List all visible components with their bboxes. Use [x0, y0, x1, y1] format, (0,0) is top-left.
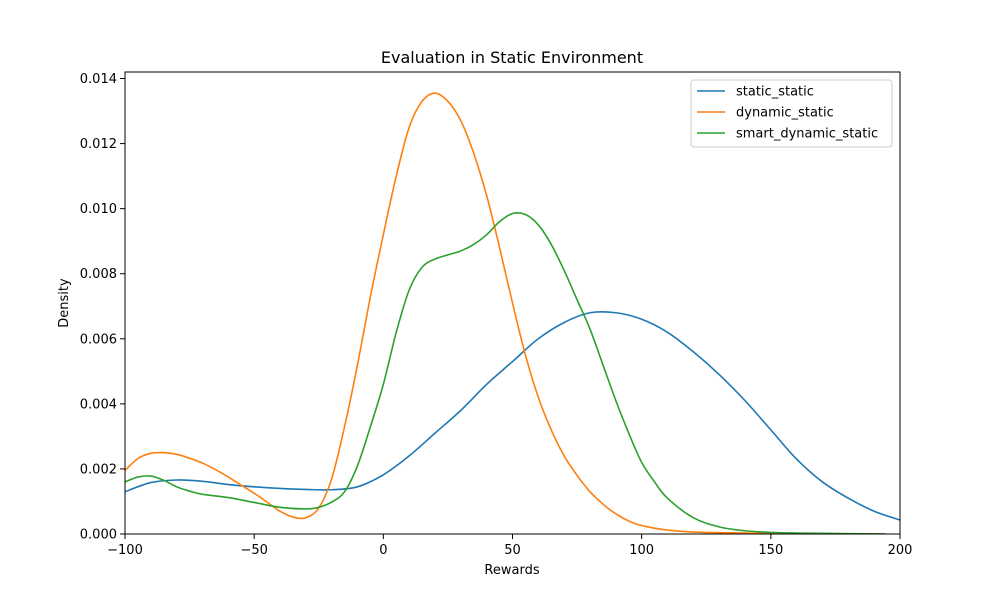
- x-tick-label: −50: [240, 543, 267, 558]
- x-tick-label: −100: [107, 543, 143, 558]
- y-tick-label: 0.012: [80, 137, 117, 152]
- chart-title: Evaluation in Static Environment: [381, 48, 643, 67]
- x-tick-label: 0: [379, 543, 387, 558]
- legend: static_static dynamic_static smart_dynamic…: [690, 79, 893, 148]
- x-axis-label: Rewards: [484, 563, 539, 578]
- legend-box: [690, 79, 893, 148]
- x-tick-label: 150: [758, 543, 783, 558]
- y-tick-label: 0.008: [80, 267, 117, 282]
- y-tick-label: 0.000: [80, 528, 117, 543]
- series-line-smart-dynamic-static: [125, 212, 886, 534]
- x-axis: −100 −50 0 50 100 150 200: [107, 534, 912, 558]
- series-layer: [125, 92, 900, 534]
- y-tick-label: 0.010: [80, 202, 117, 217]
- y-tick-label: 0.004: [80, 397, 117, 412]
- plot-area: −100 −50 0 50 100 150 200 0.000 0.002 0.004 0.006…: [80, 71, 912, 558]
- y-axis: 0.000 0.002 0.004 0.006 0.008 0.010 0.012 0.014: [80, 72, 125, 543]
- series-line-static-static: [125, 310, 900, 521]
- series-line-dynamic-static: [125, 92, 886, 534]
- legend-label: dynamic_static: [736, 106, 834, 121]
- x-tick-label: 200: [888, 543, 913, 558]
- x-tick-label: 50: [504, 543, 521, 558]
- y-tick-label: 0.014: [80, 72, 117, 87]
- x-tick-label: 100: [629, 543, 654, 558]
- legend-label: smart_dynamic_static: [736, 127, 878, 142]
- legend-label: static_static: [736, 85, 814, 100]
- y-tick-label: 0.002: [80, 462, 117, 477]
- y-tick-label: 0.006: [80, 332, 117, 347]
- y-axis-label: Density: [57, 278, 72, 328]
